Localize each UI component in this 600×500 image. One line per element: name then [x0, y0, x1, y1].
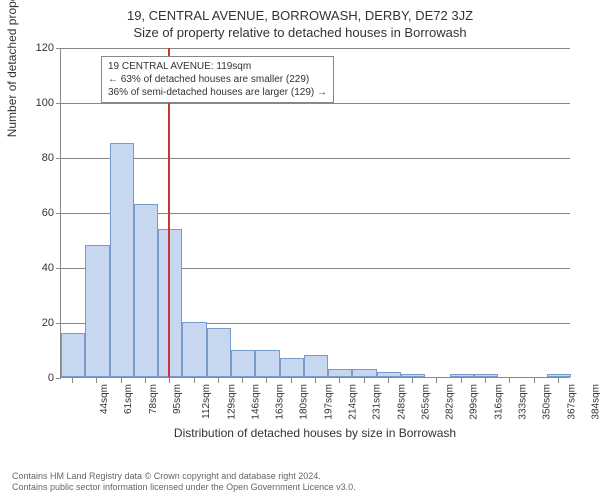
x-tick-label: 78sqm — [148, 384, 159, 414]
annotation-line1: 19 CENTRAL AVENUE: 119sqm — [108, 60, 327, 73]
x-tick-mark — [558, 378, 559, 383]
y-tick-label: 20 — [24, 317, 54, 329]
x-tick-mark — [315, 378, 316, 383]
bar — [85, 245, 109, 377]
x-tick-label: 180sqm — [299, 384, 310, 420]
x-tick-label: 299sqm — [469, 384, 480, 420]
x-tick-mark — [388, 378, 389, 383]
x-tick-label: 384sqm — [590, 384, 600, 420]
x-tick-mark — [145, 378, 146, 383]
footer-line2: Contains public sector information licen… — [12, 482, 356, 494]
y-axis-label: Number of detached properties — [5, 0, 19, 137]
subtitle: Size of property relative to detached ho… — [0, 23, 600, 40]
x-tick-label: 282sqm — [445, 384, 456, 420]
bar — [134, 204, 158, 377]
annotation-line2: ← 63% of detached houses are smaller (22… — [108, 73, 327, 86]
annotation-box: 19 CENTRAL AVENUE: 119sqm ← 63% of detac… — [101, 56, 334, 103]
bar — [255, 350, 279, 378]
bar — [377, 372, 401, 378]
y-tick-label: 0 — [24, 372, 54, 384]
x-tick-label: 112sqm — [201, 384, 212, 419]
bar — [352, 369, 376, 377]
bar — [304, 355, 328, 377]
annotation-line3: 36% of semi-detached houses are larger (… — [108, 86, 327, 99]
chart: Number of detached properties 19 CENTRAL… — [60, 48, 570, 408]
x-tick-mark — [72, 378, 73, 383]
x-tick-label: 316sqm — [493, 384, 504, 420]
bar — [450, 374, 474, 377]
x-tick-label: 146sqm — [250, 384, 261, 420]
x-tick-mark — [169, 378, 170, 383]
y-tick-label: 100 — [24, 97, 54, 109]
x-axis-label: Distribution of detached houses by size … — [60, 426, 570, 440]
x-tick-label: 95sqm — [172, 384, 183, 414]
footer-line1: Contains HM Land Registry data © Crown c… — [12, 471, 356, 483]
x-tick-mark — [461, 378, 462, 383]
x-tick-label: 248sqm — [396, 384, 407, 420]
x-tick-mark — [218, 378, 219, 383]
bar — [231, 350, 255, 378]
x-tick-label: 333sqm — [518, 384, 529, 420]
bar — [61, 333, 85, 377]
bar — [158, 229, 182, 378]
x-tick-mark — [194, 378, 195, 383]
bar — [280, 358, 304, 377]
x-tick-label: 214sqm — [348, 384, 359, 420]
x-tick-mark — [242, 378, 243, 383]
x-tick-label: 367sqm — [566, 384, 577, 420]
x-tick-mark — [339, 378, 340, 383]
bar — [110, 143, 134, 377]
x-tick-label: 197sqm — [323, 384, 334, 420]
x-tick-mark — [534, 378, 535, 383]
x-tick-mark — [509, 378, 510, 383]
x-tick-mark — [266, 378, 267, 383]
address-title: 19, CENTRAL AVENUE, BORROWASH, DERBY, DE… — [0, 0, 600, 23]
x-tick-mark — [436, 378, 437, 383]
y-tick-label: 120 — [24, 42, 54, 54]
bar — [474, 374, 498, 377]
bar — [547, 374, 571, 377]
x-tick-label: 61sqm — [123, 384, 134, 414]
bar — [328, 369, 352, 377]
x-tick-label: 129sqm — [226, 384, 237, 420]
bar — [182, 322, 206, 377]
x-tick-mark — [121, 378, 122, 383]
x-tick-label: 350sqm — [542, 384, 553, 420]
x-tick-mark — [485, 378, 486, 383]
y-tick-label: 80 — [24, 152, 54, 164]
x-tick-mark — [291, 378, 292, 383]
x-tick-label: 163sqm — [275, 384, 286, 420]
bar — [401, 374, 425, 377]
x-tick-label: 231sqm — [372, 384, 383, 420]
x-tick-mark — [96, 378, 97, 383]
footer: Contains HM Land Registry data © Crown c… — [12, 471, 356, 494]
plot-area: 19 CENTRAL AVENUE: 119sqm ← 63% of detac… — [60, 48, 570, 378]
bar — [207, 328, 231, 378]
x-tick-label: 44sqm — [99, 384, 110, 414]
x-tick-label: 265sqm — [420, 384, 431, 420]
y-tick-mark — [56, 378, 61, 379]
y-tick-label: 40 — [24, 262, 54, 274]
x-tick-mark — [412, 378, 413, 383]
y-tick-label: 60 — [24, 207, 54, 219]
x-tick-mark — [364, 378, 365, 383]
